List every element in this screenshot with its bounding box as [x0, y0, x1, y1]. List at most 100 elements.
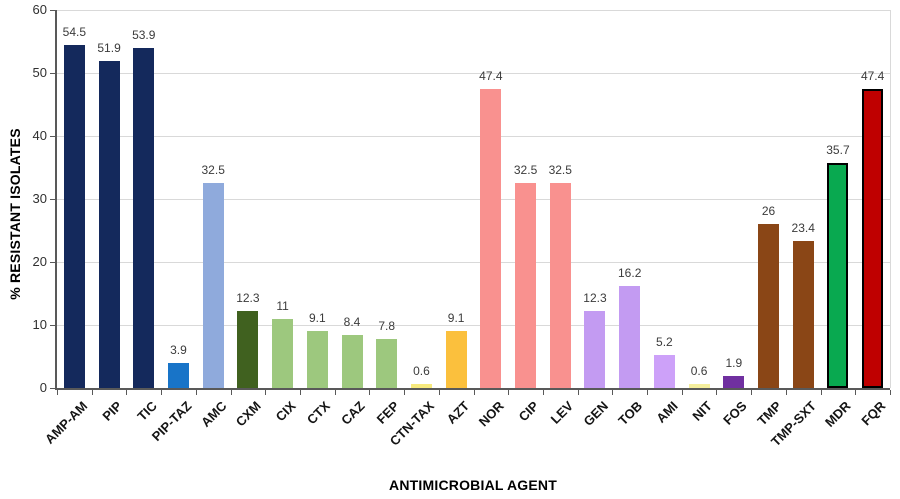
x-axis-category-label: AMI — [652, 398, 681, 426]
x-axis-tick — [195, 390, 197, 395]
bar-value-label: 32.5 — [548, 163, 572, 178]
bar-MDR — [827, 163, 849, 388]
x-axis-tick — [230, 390, 232, 395]
bar-GEN — [584, 310, 606, 388]
y-axis-tick — [50, 136, 56, 137]
x-axis-line — [55, 388, 890, 390]
bar-value-label: 32.5 — [513, 163, 538, 178]
x-axis-tick — [473, 390, 475, 395]
bar-value-label: 35.7 — [826, 143, 850, 158]
bar-value-label: 12.3 — [236, 290, 260, 305]
x-axis-category-label: AZT — [443, 398, 473, 427]
plot-area: 54.5 51.9 53.9 3.9 32.5 12.3 11 9.1 8.4 7.8 0.6 9.1… — [57, 9, 890, 388]
x-axis-tick — [647, 390, 649, 395]
bar-value-label: 8.4 — [343, 315, 361, 330]
bar-NIT — [688, 384, 710, 388]
x-axis-tick — [577, 390, 579, 395]
x-axis-tick — [299, 390, 301, 395]
x-axis-tick — [91, 390, 93, 395]
x-axis-category-label: CTX — [304, 398, 334, 428]
x-axis-category-label: AMP-AM — [41, 398, 91, 447]
x-axis-category-label: AMC — [197, 398, 230, 430]
bar-value-label: 12.3 — [583, 290, 607, 305]
x-axis-category-label: FEP — [374, 398, 403, 427]
bar-TOB — [619, 285, 641, 388]
x-axis-category-label: FOS — [720, 398, 750, 428]
gridline — [57, 9, 890, 11]
x-axis-category-label: NOR — [475, 398, 507, 430]
x-axis-category-label: CIX — [272, 398, 299, 425]
y-axis-tick — [50, 388, 56, 389]
x-axis-category-label: CAZ — [338, 398, 368, 428]
bar-value-label: 0.6 — [690, 364, 708, 379]
x-axis-category-label: PIP — [99, 398, 125, 424]
bar-NOR — [480, 89, 502, 388]
y-axis-tick — [50, 325, 56, 326]
bar-value-label: 47.4 — [860, 69, 885, 84]
bar-value-label: 9.1 — [308, 310, 326, 325]
x-axis-tick — [751, 390, 753, 395]
x-axis-category-label: GEN — [580, 398, 611, 429]
x-axis-tick — [57, 390, 58, 395]
plot-right-border — [890, 10, 891, 388]
x-axis-tick — [785, 390, 787, 395]
bar-AZT — [445, 330, 467, 388]
bar-PIP-TAZ — [167, 363, 189, 388]
bar-value-label: 9.1 — [447, 310, 465, 325]
x-axis-category-label: CXM — [232, 398, 264, 430]
bar-FOS — [723, 376, 745, 388]
y-axis-tick-label: 10 — [32, 317, 47, 332]
bar-LEV — [549, 183, 571, 388]
gridline — [57, 261, 890, 263]
x-axis-tick — [681, 390, 683, 395]
x-axis-title: ANTIMICROBIAL AGENT — [389, 477, 557, 493]
x-axis-tick — [716, 390, 718, 395]
x-axis-tick — [612, 390, 614, 395]
bar-TIC — [133, 48, 155, 388]
y-axis-tick — [50, 199, 56, 200]
bar-value-label: 51.9 — [97, 41, 121, 56]
bar-value-label: 16.2 — [618, 265, 642, 280]
bar-value-label: 1.9 — [725, 356, 743, 371]
bar-value-label: 7.8 — [378, 318, 396, 333]
y-axis-tick-label: 40 — [32, 128, 47, 143]
x-axis-tick — [161, 390, 163, 395]
x-axis-tick — [890, 390, 891, 395]
bar-value-label: 0.6 — [413, 364, 430, 379]
x-axis-tick — [820, 390, 822, 395]
y-axis-tick-label: 60 — [32, 2, 47, 17]
bar-FEP — [376, 338, 398, 388]
bar-AMI — [653, 355, 675, 388]
bar-value-label: 11 — [276, 298, 289, 313]
x-axis-category-label: FQR — [858, 398, 889, 429]
y-axis-tick-label: 20 — [32, 254, 47, 269]
bar-value-label: 32.5 — [201, 163, 225, 178]
x-axis-tick — [438, 390, 440, 395]
bar-value-label: 5.2 — [656, 335, 673, 350]
y-axis-title: % RESISTANT ISOLATES — [7, 128, 23, 300]
y-axis-tick — [50, 262, 56, 263]
gridline — [57, 135, 890, 137]
bar-value-label: 3.9 — [170, 343, 187, 358]
x-axis-category-label: TMP — [754, 398, 785, 429]
bar-value-label: 47.4 — [479, 69, 503, 84]
x-axis-tick — [126, 390, 128, 395]
bar-TMP-SXT — [792, 240, 814, 388]
gridline — [57, 72, 890, 74]
bar-value-label: 53.9 — [132, 28, 156, 43]
y-axis-tick — [50, 73, 56, 74]
x-axis-category-label: NIT — [689, 398, 716, 424]
x-axis-tick — [404, 390, 406, 395]
y-axis-line — [55, 10, 57, 390]
bar-CIX — [272, 318, 294, 388]
x-axis-tick — [334, 390, 336, 395]
x-axis-category-label: MDR — [822, 398, 854, 430]
bar-FQR — [862, 89, 884, 388]
gridline — [57, 198, 890, 200]
bar-value-label: 26 — [761, 204, 776, 219]
x-axis-tick — [542, 390, 544, 395]
x-axis-tick — [265, 390, 267, 395]
bar-CTN-TAX — [410, 384, 432, 388]
bar-CXM — [237, 310, 259, 388]
